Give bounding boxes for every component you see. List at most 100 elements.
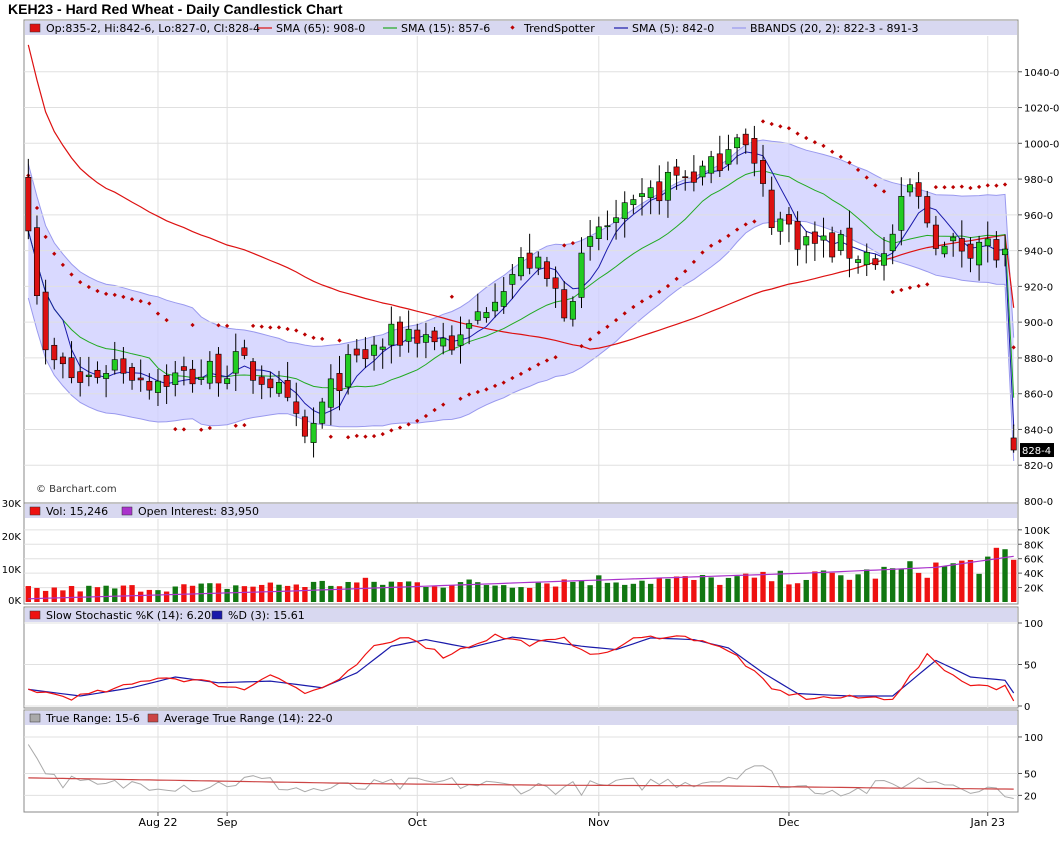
candle-body: [958, 238, 965, 252]
volume-bar: [250, 586, 256, 602]
trendspotter-dot: [596, 330, 601, 335]
trendspotter-dot: [544, 358, 550, 363]
trendspotter-dot: [69, 272, 74, 277]
candle-body: [647, 187, 654, 199]
candle-body: [85, 374, 92, 377]
candle-body: [301, 416, 308, 437]
stochastic-panel-frame: [23, 606, 1019, 709]
volume-bar: [483, 585, 490, 602]
legend-sma5: SMA (5): 842-0: [632, 22, 714, 35]
volume-bar: [241, 586, 248, 602]
candle-body: [863, 251, 870, 266]
volume-bar: [423, 587, 429, 602]
legend-volume: Vol: 15,246: [46, 505, 108, 518]
volume-bar: [155, 590, 161, 602]
last-price-label: 828-4: [1022, 446, 1051, 457]
trendspotter-dot: [112, 292, 117, 297]
candle-body: [189, 368, 196, 385]
candle-body: [137, 377, 144, 381]
trendspotter-dot: [959, 184, 964, 189]
trendspotter-dot: [276, 325, 282, 330]
volume-bar: [319, 580, 325, 602]
volume-ytick-label-0: 0K: [8, 596, 21, 607]
bbands-fill: [28, 140, 1014, 461]
candle-body: [690, 171, 697, 183]
trendspotter-dot: [250, 323, 256, 328]
price-ytick-label-11: 1040-0: [1024, 68, 1059, 79]
trendspotter-dot: [458, 396, 463, 401]
legend-sma65: SMA (65): 908-0: [276, 22, 365, 35]
x-tick-label-4: Dec: [778, 816, 799, 829]
volume-bar: [457, 582, 464, 602]
trendspotter-dot: [657, 289, 662, 294]
volume-bar: [820, 570, 827, 602]
candle-body: [760, 160, 766, 184]
legend-bbands: BBANDS (20, 2): 822-3 - 891-3: [750, 22, 918, 35]
volume-bar: [414, 582, 420, 602]
atr-line: [28, 777, 1014, 790]
volume-bar: [120, 585, 127, 602]
trendspotter-dot: [683, 269, 688, 274]
trendspotter-dot: [259, 324, 264, 329]
volume-bar: [967, 559, 974, 602]
volume-bar: [380, 584, 386, 602]
volume-bar: [777, 570, 783, 602]
candle-body: [967, 243, 974, 259]
oi-ytick-label-2: 60K: [1024, 555, 1044, 566]
trendspotter-dot: [553, 355, 558, 360]
candle-body: [725, 149, 732, 165]
trendspotter-dot: [527, 366, 532, 372]
volume-bar: [587, 585, 593, 602]
candle-body: [915, 182, 922, 197]
volume-bar: [112, 588, 118, 602]
candle-body: [258, 376, 265, 385]
candle-body: [820, 235, 827, 241]
x-tick-label-1: Sep: [217, 816, 238, 829]
trendspotter-dot: [562, 243, 567, 248]
candle-body: [146, 380, 153, 391]
candle-body: [77, 371, 84, 383]
volume-bar: [872, 578, 879, 602]
oi-ytick-label-1: 40K: [1024, 569, 1044, 580]
candle-body: [639, 193, 645, 197]
price-ytick-label-5: 920-0: [1024, 282, 1053, 293]
volume-bar: [1010, 559, 1017, 602]
candle-body: [613, 217, 620, 223]
volume-bar: [552, 586, 559, 602]
candle-body: [569, 301, 576, 320]
candle-body: [656, 181, 663, 202]
candle-body: [924, 196, 931, 224]
volume-bar: [68, 585, 75, 602]
legend-true-range-swatch: [29, 713, 41, 723]
volume-bar: [501, 585, 507, 602]
trendspotter-dot: [976, 184, 982, 189]
trendspotter-dot: [622, 311, 627, 316]
volume-bar: [889, 568, 896, 602]
candle-body: [699, 165, 706, 178]
volume-bar: [397, 582, 403, 602]
trendspotter-dot: [302, 332, 308, 337]
volume-bar: [950, 563, 956, 602]
volume-bar: [60, 590, 66, 602]
volume-bar: [691, 579, 697, 602]
x-tick-label-0: Aug 22: [138, 816, 177, 829]
candle-body: [500, 291, 507, 307]
volume-bar: [103, 585, 109, 602]
volume-bar: [855, 574, 861, 602]
candle-body: [881, 253, 888, 266]
volume-bar: [163, 591, 170, 602]
volume-bar: [812, 571, 818, 602]
volume-bar: [94, 587, 101, 602]
trendspotter-dot: [752, 219, 757, 224]
candle-body: [811, 231, 818, 244]
trendspotter-dot: [631, 304, 636, 310]
candle-body: [388, 323, 395, 346]
volume-bar: [509, 587, 516, 602]
volume-bar: [535, 582, 541, 602]
trendspotter-dot: [466, 392, 472, 397]
volume-bar: [596, 575, 602, 602]
candle-body: [846, 227, 853, 259]
volume-bar: [630, 583, 637, 602]
candle-body: [232, 351, 239, 374]
